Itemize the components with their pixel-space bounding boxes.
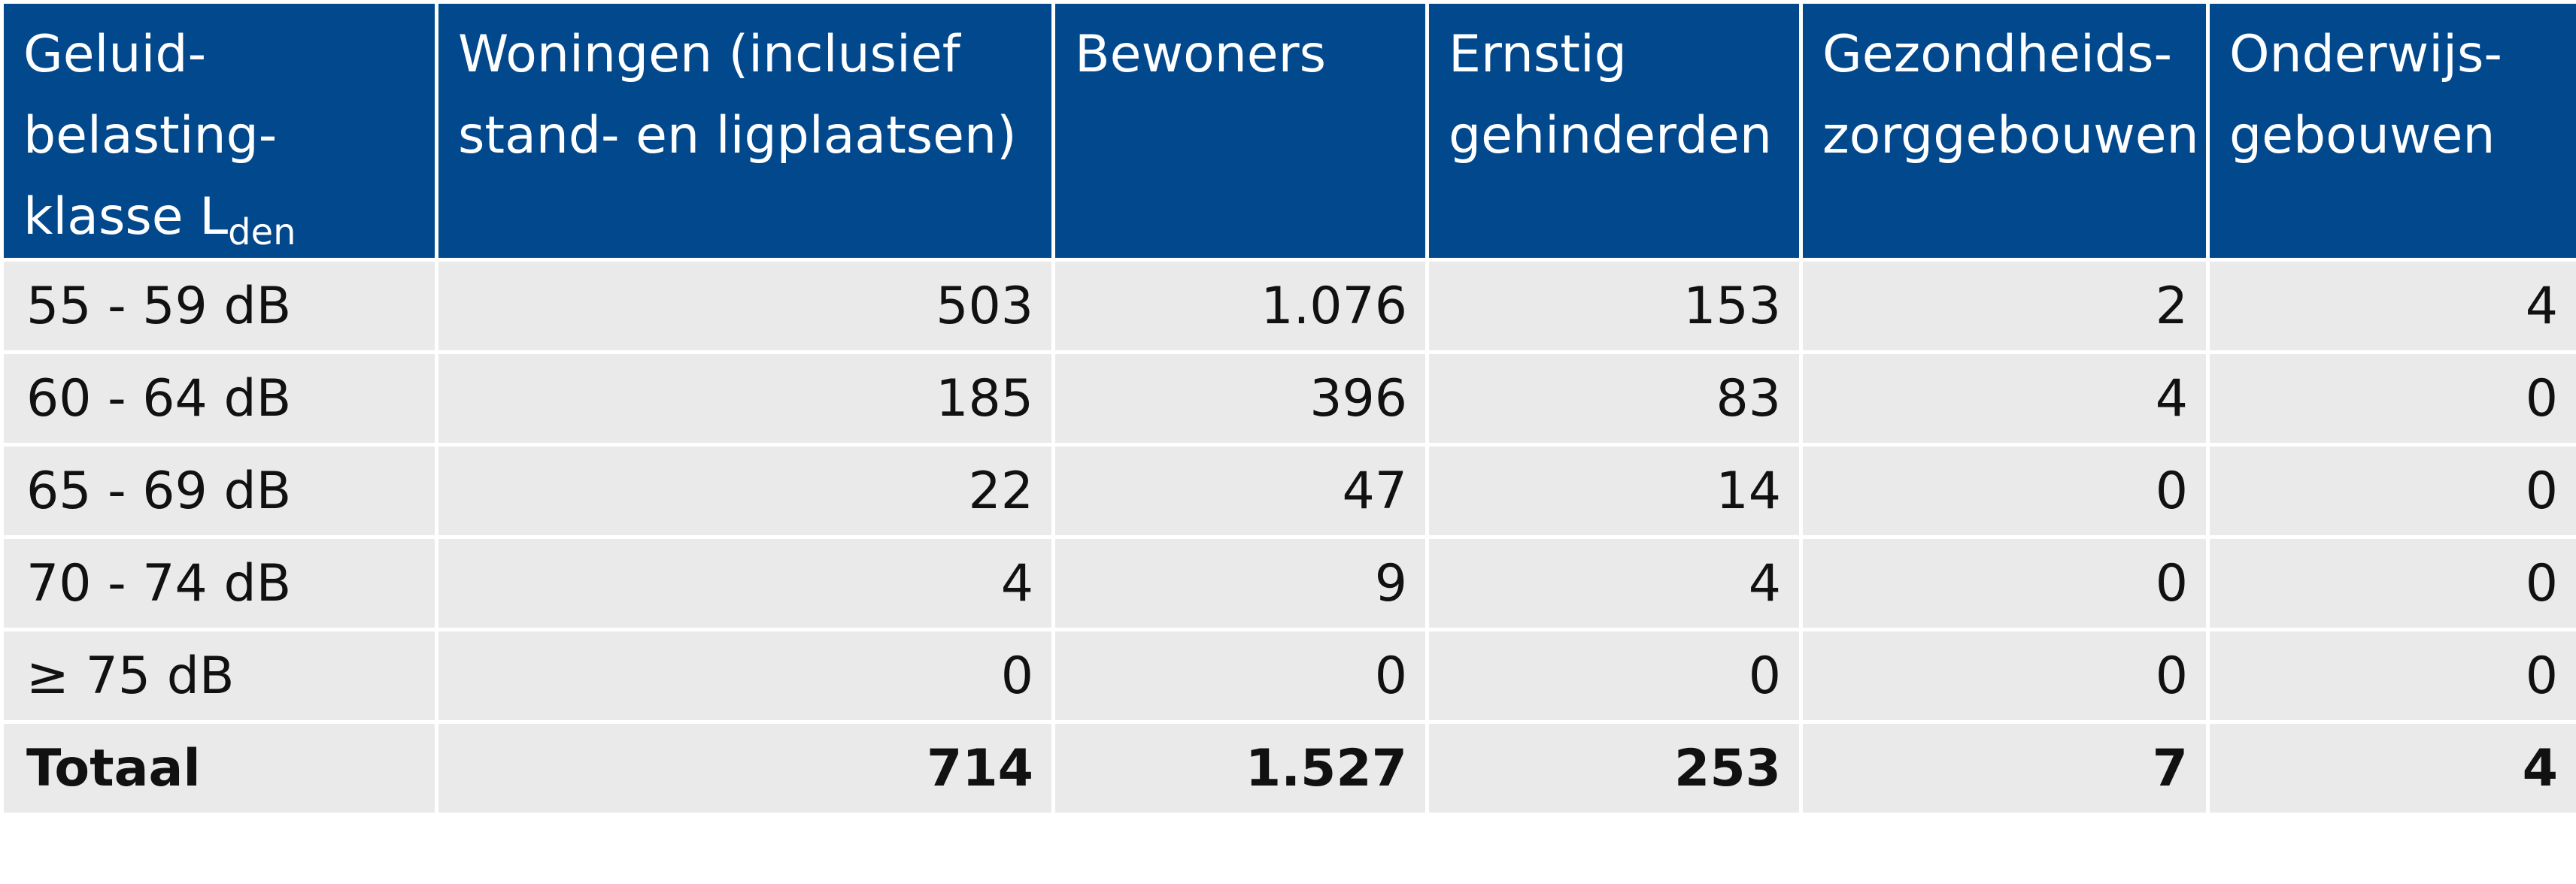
header-bewoners: Bewoners [1051,0,1429,262]
cell-zorggebouwen: 0 [1799,535,2210,631]
total-gehinderden: 253 [1425,720,1803,816]
total-label: Totaal [0,720,438,816]
header-text: belasting- [23,106,278,165]
header-text: Geluid- [23,25,207,84]
cell-klasse: 70 - 74 dB [0,535,438,631]
header-text: Woningen (inclusief [458,25,960,84]
total-bewoners: 1.527 [1051,720,1429,816]
cell-klasse: 60 - 64 dB [0,350,438,447]
table-body: 55 - 59 dB 503 1.076 153 2 4 60 - 64 dB … [0,258,2576,816]
cell-onderwijsgebouwen: 0 [2206,350,2576,447]
header-text: Gezondheids- [1822,25,2173,84]
total-row: Totaal 714 1.527 253 7 4 [0,720,2576,816]
header-gezondheidszorggebouwen: Gezondheids- zorggebouwen [1799,0,2210,262]
cell-gehinderden: 153 [1425,258,1803,354]
header-text: gehinderden [1449,106,1772,165]
cell-zorggebouwen: 2 [1799,258,2210,354]
table-row: ≥ 75 dB 0 0 0 0 0 [0,628,2576,724]
total-woningen: 714 [435,720,1055,816]
cell-onderwijsgebouwen: 0 [2206,628,2576,724]
cell-bewoners: 1.076 [1051,258,1429,354]
header-text: stand- en ligplaatsen) [458,106,1017,165]
header-woningen: Woningen (inclusief stand- en ligplaatse… [435,0,1055,262]
table-row: 65 - 69 dB 22 47 14 0 0 [0,443,2576,539]
cell-gehinderden: 0 [1425,628,1803,724]
header-subscript: den [228,211,296,253]
cell-onderwijsgebouwen: 0 [2206,443,2576,539]
cell-bewoners: 0 [1051,628,1429,724]
cell-woningen: 503 [435,258,1055,354]
cell-klasse: 65 - 69 dB [0,443,438,539]
cell-gehinderden: 14 [1425,443,1803,539]
table-row: 55 - 59 dB 503 1.076 153 2 4 [0,258,2576,354]
cell-klasse: ≥ 75 dB [0,628,438,724]
cell-bewoners: 396 [1051,350,1429,447]
cell-klasse: 55 - 59 dB [0,258,438,354]
cell-zorggebouwen: 0 [1799,443,2210,539]
table-row: 60 - 64 dB 185 396 83 4 0 [0,350,2576,447]
header-text: gebouwen [2229,106,2496,165]
header-row: Geluid- belasting- klasse Lden Woningen … [0,0,2576,262]
header-ernstig-gehinderden: Ernstig gehinderden [1425,0,1803,262]
cell-bewoners: 9 [1051,535,1429,631]
cell-gehinderden: 4 [1425,535,1803,631]
table-header: Geluid- belasting- klasse Lden Woningen … [0,0,2576,262]
cell-zorggebouwen: 0 [1799,628,2210,724]
header-geluidbelastingklasse: Geluid- belasting- klasse Lden [0,0,438,262]
cell-zorggebouwen: 4 [1799,350,2210,447]
total-onderwijsgebouwen: 4 [2206,720,2576,816]
cell-woningen: 4 [435,535,1055,631]
table-row: 70 - 74 dB 4 9 4 0 0 [0,535,2576,631]
cell-bewoners: 47 [1051,443,1429,539]
header-text: Onderwijs- [2229,25,2502,84]
header-onderwijsgebouwen: Onderwijs- gebouwen [2206,0,2576,262]
header-text: Bewoners [1075,25,1327,84]
cell-woningen: 0 [435,628,1055,724]
header-text: klasse L [23,187,229,247]
cell-onderwijsgebouwen: 0 [2206,535,2576,631]
header-text-line: klasse Lden [23,177,415,256]
cell-woningen: 22 [435,443,1055,539]
header-text: Ernstig [1449,25,1627,84]
cell-woningen: 185 [435,350,1055,447]
header-text: zorggebouwen [1822,106,2199,165]
cell-onderwijsgebouwen: 4 [2206,258,2576,354]
noise-exposure-table: Geluid- belasting- klasse Lden Woningen … [0,0,2576,816]
cell-gehinderden: 83 [1425,350,1803,447]
total-zorggebouwen: 7 [1799,720,2210,816]
